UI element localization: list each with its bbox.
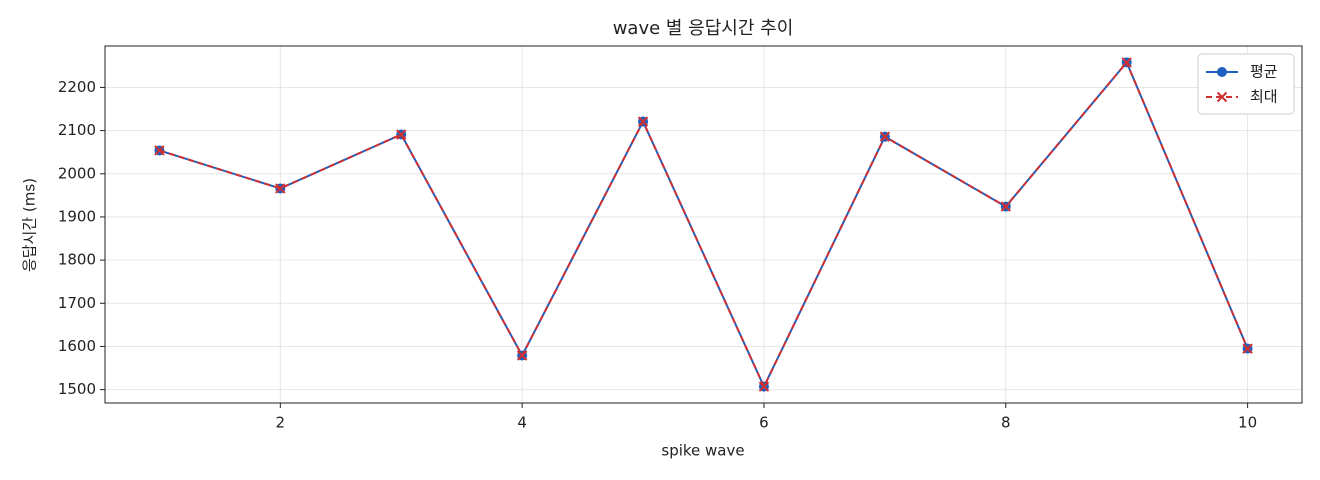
data-point bbox=[758, 381, 770, 392]
y-tick-label: 1900 bbox=[58, 207, 96, 225]
x-tick-label: 6 bbox=[759, 414, 769, 432]
plot-frame bbox=[104, 45, 1303, 404]
data-point bbox=[154, 145, 165, 156]
x-axis-label: spike wave bbox=[661, 442, 744, 460]
y-tick-label: 2200 bbox=[58, 78, 96, 96]
series-line bbox=[159, 60, 1249, 389]
y-tick-label: 1600 bbox=[58, 337, 96, 355]
y-tick-label: 2000 bbox=[58, 164, 96, 182]
legend-label: 최대 bbox=[1250, 88, 1278, 106]
data-point bbox=[516, 350, 528, 361]
y-tick-label: 1700 bbox=[58, 294, 96, 312]
x-tick-label: 8 bbox=[1001, 414, 1011, 432]
y-tick-label: 1800 bbox=[58, 251, 96, 269]
data-point bbox=[396, 129, 407, 140]
y-axis-label: 응답시간 (ms) bbox=[21, 178, 39, 272]
y-tick-label: 1500 bbox=[58, 380, 96, 398]
series-line bbox=[159, 60, 1249, 389]
data-point bbox=[275, 183, 286, 194]
data-point bbox=[879, 131, 891, 142]
legend-box bbox=[1197, 53, 1295, 115]
data-point bbox=[1121, 57, 1132, 68]
x-tick-label: 4 bbox=[517, 414, 527, 432]
x-tick-label: 2 bbox=[276, 414, 286, 432]
y-tick-label: 2100 bbox=[58, 121, 96, 139]
legend-marker bbox=[1216, 91, 1228, 103]
legend-marker bbox=[1217, 67, 1227, 77]
legend-label: 평균 bbox=[1250, 63, 1278, 81]
data-point bbox=[637, 116, 649, 127]
x-tick-label: 10 bbox=[1238, 414, 1257, 432]
data-point bbox=[1242, 343, 1253, 354]
data-point bbox=[1000, 201, 1011, 212]
chart-title: wave 별 응답시간 추이 bbox=[613, 18, 794, 39]
